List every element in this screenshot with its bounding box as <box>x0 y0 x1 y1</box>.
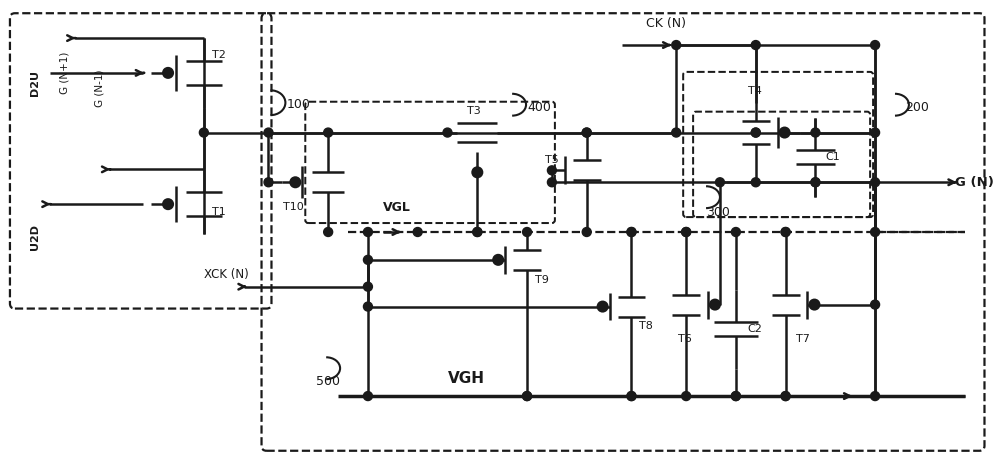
Circle shape <box>363 227 372 237</box>
Text: XCK (N): XCK (N) <box>204 268 249 281</box>
Circle shape <box>672 41 681 49</box>
Circle shape <box>811 178 820 187</box>
Circle shape <box>443 128 452 137</box>
Text: U2D: U2D <box>30 224 40 250</box>
Text: T3: T3 <box>467 106 481 116</box>
Circle shape <box>627 227 636 237</box>
Circle shape <box>523 392 532 401</box>
Circle shape <box>871 128 880 137</box>
Text: 200: 200 <box>905 101 929 114</box>
Circle shape <box>672 128 681 137</box>
Text: 500: 500 <box>316 375 340 388</box>
Text: T9: T9 <box>535 275 549 285</box>
Circle shape <box>598 302 608 311</box>
Circle shape <box>781 392 790 401</box>
Circle shape <box>627 392 636 401</box>
Circle shape <box>751 128 760 137</box>
Text: T1: T1 <box>212 207 226 217</box>
Circle shape <box>473 227 482 237</box>
Circle shape <box>363 392 372 401</box>
Circle shape <box>871 300 880 309</box>
Circle shape <box>363 255 372 264</box>
Text: G (N-1): G (N-1) <box>94 69 104 107</box>
Circle shape <box>731 227 740 237</box>
Circle shape <box>731 392 740 401</box>
Circle shape <box>363 302 372 311</box>
Circle shape <box>710 300 720 310</box>
Circle shape <box>547 178 556 187</box>
Text: 300: 300 <box>706 206 730 219</box>
Circle shape <box>413 227 422 237</box>
Circle shape <box>582 128 591 137</box>
Circle shape <box>751 41 760 49</box>
Circle shape <box>811 178 820 187</box>
Circle shape <box>715 178 724 187</box>
Circle shape <box>627 392 636 401</box>
Circle shape <box>199 128 208 137</box>
Circle shape <box>871 41 880 49</box>
Circle shape <box>781 227 790 237</box>
Circle shape <box>264 128 273 137</box>
Circle shape <box>811 128 820 137</box>
Circle shape <box>472 167 482 177</box>
Text: G (N): G (N) <box>955 176 994 189</box>
Circle shape <box>163 199 173 209</box>
Text: T7: T7 <box>796 334 809 344</box>
Circle shape <box>324 128 333 137</box>
Text: T8: T8 <box>639 322 653 331</box>
Circle shape <box>682 227 691 237</box>
Circle shape <box>523 392 532 401</box>
Circle shape <box>582 128 591 137</box>
Text: T5: T5 <box>545 155 559 165</box>
Circle shape <box>627 227 636 237</box>
Text: 400: 400 <box>527 101 551 114</box>
Text: CK (N): CK (N) <box>646 17 686 30</box>
Circle shape <box>493 255 503 265</box>
Circle shape <box>751 128 760 137</box>
Text: T2: T2 <box>212 50 226 60</box>
Text: T4: T4 <box>748 86 762 96</box>
Circle shape <box>871 178 880 187</box>
Circle shape <box>780 128 790 138</box>
Circle shape <box>871 392 880 401</box>
Text: D2U: D2U <box>30 70 40 96</box>
Text: T10: T10 <box>283 202 304 212</box>
Circle shape <box>871 227 880 237</box>
Circle shape <box>473 227 482 237</box>
Circle shape <box>363 282 372 291</box>
Circle shape <box>163 68 173 78</box>
Text: C2: C2 <box>748 324 763 334</box>
Circle shape <box>682 392 691 401</box>
Text: VGL: VGL <box>383 201 411 213</box>
Circle shape <box>547 166 556 175</box>
Circle shape <box>781 227 790 237</box>
Circle shape <box>781 392 790 401</box>
Circle shape <box>731 392 740 401</box>
Circle shape <box>290 177 300 187</box>
Circle shape <box>809 300 819 310</box>
Text: 100: 100 <box>286 98 310 111</box>
Text: C1: C1 <box>825 152 840 163</box>
Circle shape <box>751 178 760 187</box>
Circle shape <box>264 178 273 187</box>
Text: G (N+1): G (N+1) <box>60 52 70 94</box>
Text: VGH: VGH <box>447 371 484 386</box>
Circle shape <box>324 227 333 237</box>
Circle shape <box>582 227 591 237</box>
Circle shape <box>682 227 691 237</box>
Text: T6: T6 <box>678 334 692 344</box>
Circle shape <box>523 227 532 237</box>
